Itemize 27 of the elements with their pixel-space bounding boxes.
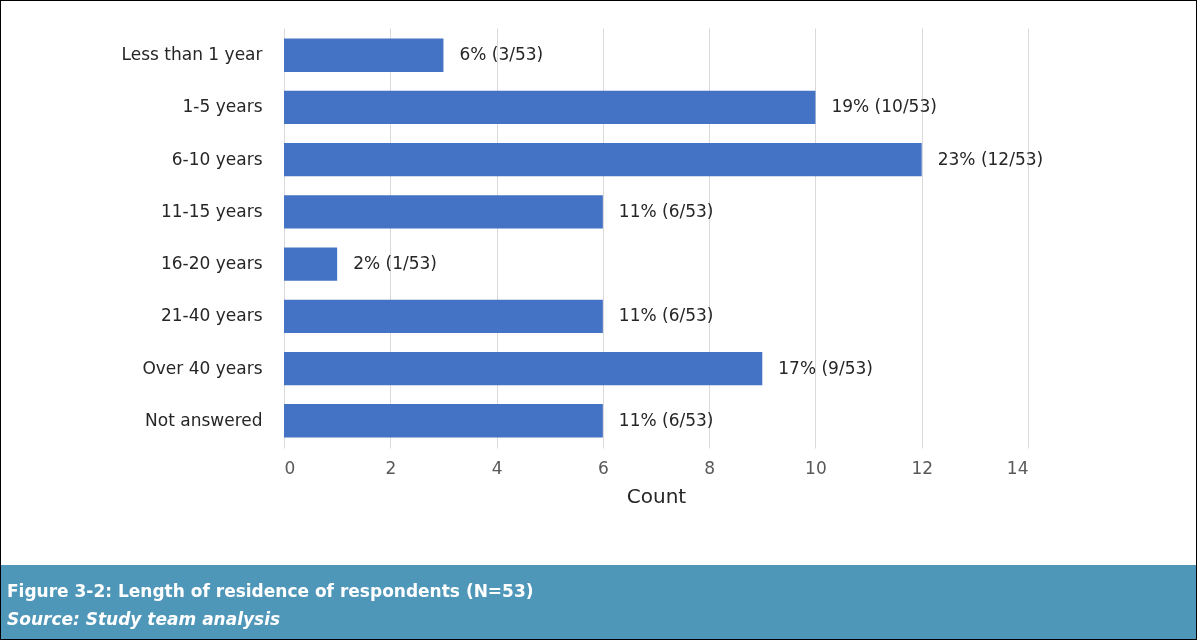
data-label: 23% (12/53)	[937, 148, 1044, 169]
y-tick-label: Less than 1 year	[121, 44, 263, 65]
y-tick-label: Not answered	[145, 409, 263, 430]
x-tick-label: 0	[284, 457, 296, 478]
y-tick-label: Over 40 years	[142, 357, 263, 378]
x-tick-label: 10	[805, 457, 827, 478]
y-tick-label: 6-10 years	[171, 148, 263, 169]
x-tick-label: 2	[385, 457, 397, 478]
data-label: 6% (3/53)	[459, 44, 544, 65]
x-tick-label: 12	[911, 457, 934, 478]
x-tick-label: 6	[597, 457, 609, 478]
data-label: 2% (1/53)	[353, 253, 437, 274]
y-tick-label: 1-5 years	[182, 96, 263, 117]
data-label: 17% (9/53)	[778, 357, 873, 378]
source-note: Source: Study team analysis	[7, 609, 281, 629]
y-tick-label: 11-15 years	[160, 200, 263, 221]
y-tick-label: 16-20 years	[160, 253, 263, 274]
data-label: 11% (6/53)	[618, 200, 714, 221]
data-label: 11% (6/53)	[618, 305, 714, 326]
x-tick-label: 14	[1006, 457, 1029, 478]
x-tick-label: 8	[704, 457, 716, 478]
y-tick-label: 21-40 years	[160, 305, 263, 326]
text: Figure 3-2: Length of residence of respondents (N=53)	[7, 581, 534, 601]
x-tick-label: 4	[491, 457, 503, 478]
data-label: 19% (10/53)	[831, 96, 937, 117]
data-label: 11% (6/53)	[618, 409, 714, 430]
x-axis-title: Count	[626, 483, 687, 508]
